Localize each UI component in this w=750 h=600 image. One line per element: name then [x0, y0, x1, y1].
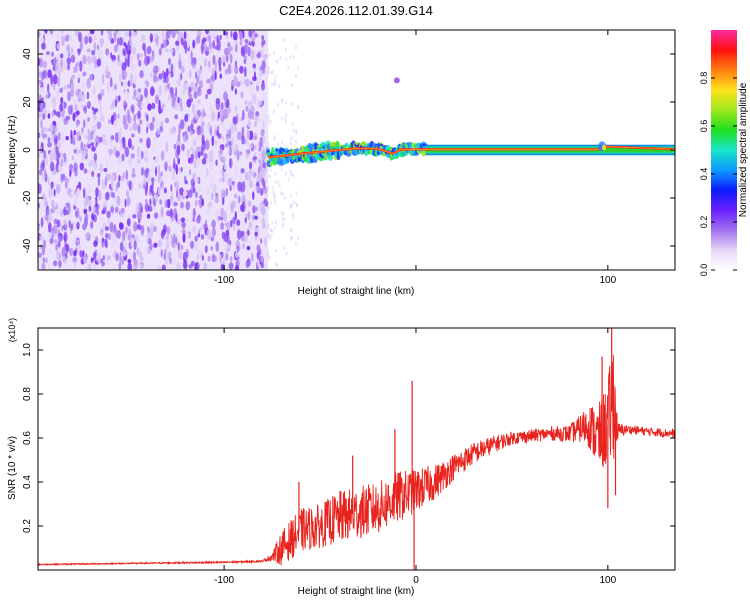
snr-series-line	[38, 354, 675, 567]
y-tick-label: 0	[22, 147, 33, 153]
snr-panel: -100 0 100 0.2 0.4 0.6 0.8 1.0 Height of straig…	[7, 318, 676, 597]
y-tick-label: 0.6	[22, 431, 33, 445]
spectrogram-heatmap	[38, 30, 675, 270]
colorbar-tick-label: 0.6	[699, 120, 709, 133]
snr-ylabel: SNR (10 * v/v)	[7, 436, 18, 500]
snr-frame	[37, 327, 676, 571]
colorbar: 0.0 0.2 0.4 0.6 0.8 Normalized spectral ampl…	[699, 30, 749, 276]
y-tick-label: -20	[22, 190, 33, 205]
x-tick-label: 100	[600, 575, 617, 586]
noise-speckles	[38, 30, 300, 270]
y-tick-label: 0.8	[22, 387, 33, 401]
snr-axes: -100 0 100 0.2 0.4 0.6 0.8 1.0	[22, 328, 675, 586]
x-tick-label: 100	[600, 275, 617, 286]
chart-title: C2E4.2026.112.01.39.G14	[279, 3, 433, 18]
colorbar-gradient	[711, 30, 737, 270]
y-tick-label: 0.2	[22, 519, 33, 533]
colorbar-tick-label: 0.4	[699, 168, 709, 181]
y-tick-label: 40	[22, 48, 33, 60]
signal-track	[266, 140, 675, 168]
colorbar-ticks: 0.0 0.2 0.4 0.6 0.8	[699, 72, 737, 277]
x-tick-label: 0	[413, 575, 419, 586]
isolated-feature	[393, 77, 400, 84]
spectrogram-xlabel: Height of straight line (km)	[298, 286, 415, 297]
snr-scale-label: (x10⁴)	[7, 318, 17, 342]
spectrogram-ylabel: Frequency (Hz)	[7, 116, 18, 185]
y-tick-label: 1.0	[22, 343, 33, 357]
x-tick-label: -100	[214, 575, 234, 586]
y-tick-label: 20	[22, 96, 33, 108]
spectrogram-axes: -100 100 -40 -20 0 20 40	[22, 30, 675, 286]
colorbar-tick-label: 0.8	[699, 72, 709, 85]
snr-line-layer	[38, 328, 675, 570]
colorbar-tick-label: 0.2	[699, 216, 709, 229]
spectrogram-panel: -100 100 -40 -20 0 20 40 Height of straight li…	[7, 29, 676, 297]
snr-spikes	[298, 328, 617, 570]
x-tick-label: -100	[214, 275, 234, 286]
y-tick-label: -40	[22, 238, 33, 253]
colorbar-label: Normalized spectral amplitude	[738, 82, 749, 217]
snr-xlabel: Height of straight line (km)	[298, 586, 415, 597]
y-tick-label: 0.4	[22, 475, 33, 489]
colorbar-tick-label: 0.0	[699, 264, 709, 277]
